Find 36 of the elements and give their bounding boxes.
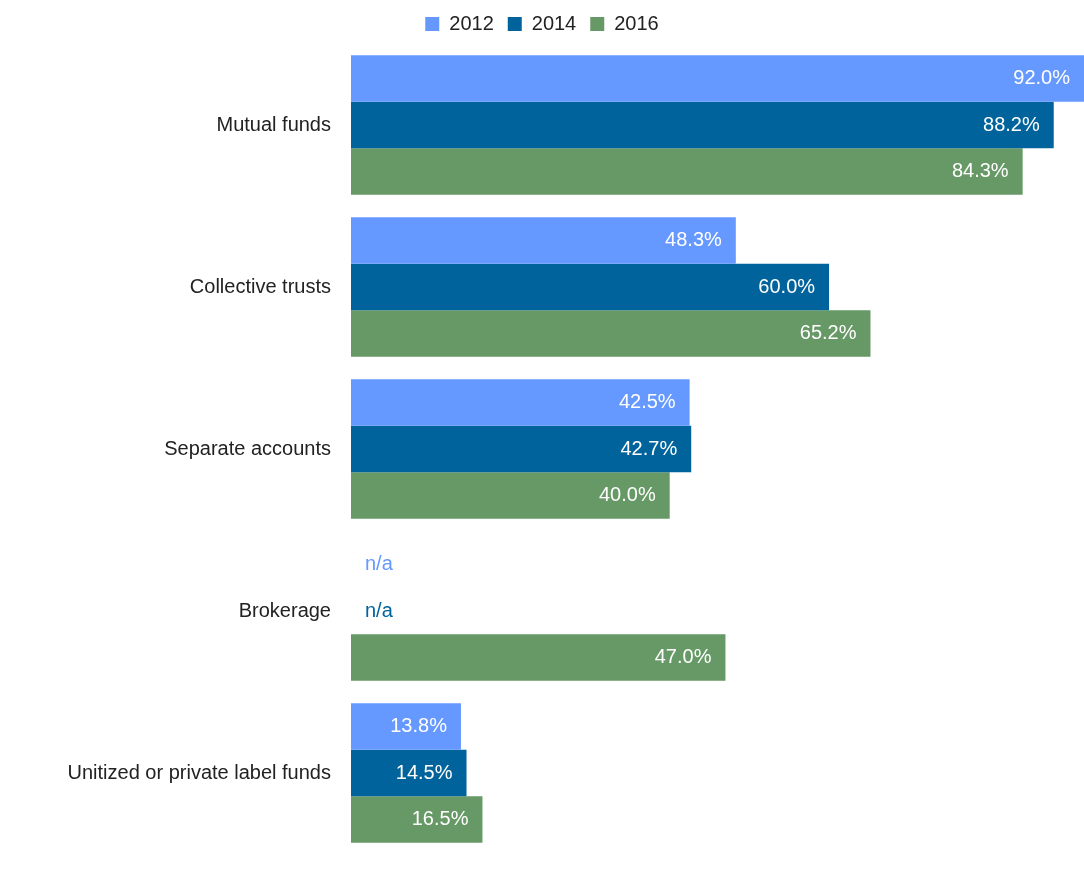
y-tick-label: Collective trusts [189,274,331,297]
data-label: 48.3% [665,228,723,251]
bar [351,749,467,797]
bar [351,55,1084,102]
data-label: 60.0% [758,274,816,297]
data-label: 92.0% [1013,66,1071,89]
bar [351,634,726,681]
bar [351,379,690,426]
data-label: 88.2% [983,112,1040,135]
bar [351,148,1023,195]
bar [351,703,461,750]
bar [351,101,1054,149]
legend-label: 2016 [614,11,659,34]
bar [351,217,736,264]
data-label: 42.7% [620,436,678,459]
bar [351,425,692,473]
bar [351,263,830,311]
data-label: 40.0% [598,482,656,505]
y-tick-label: Separate accounts [164,436,331,459]
legend-label: 2012 [449,11,494,34]
text: n/a [365,552,393,575]
text: n/a [365,598,393,621]
y-tick-label: Brokerage [238,598,331,621]
bar [351,310,871,357]
y-tick-label: Unitized or private label funds [67,760,331,783]
data-label: 84.3% [951,158,1009,181]
data-label: 16.5% [411,806,469,829]
data-label: 14.5% [395,760,453,783]
data-label: 42.5% [618,390,676,413]
y-tick-label: Mutual funds [216,112,331,135]
data-label: 65.2% [799,320,857,343]
bar [351,796,483,843]
data-label: 13.8% [390,714,448,737]
data-label: 47.0% [654,644,712,667]
bar [351,472,670,519]
legend-label: 2014 [531,11,577,34]
